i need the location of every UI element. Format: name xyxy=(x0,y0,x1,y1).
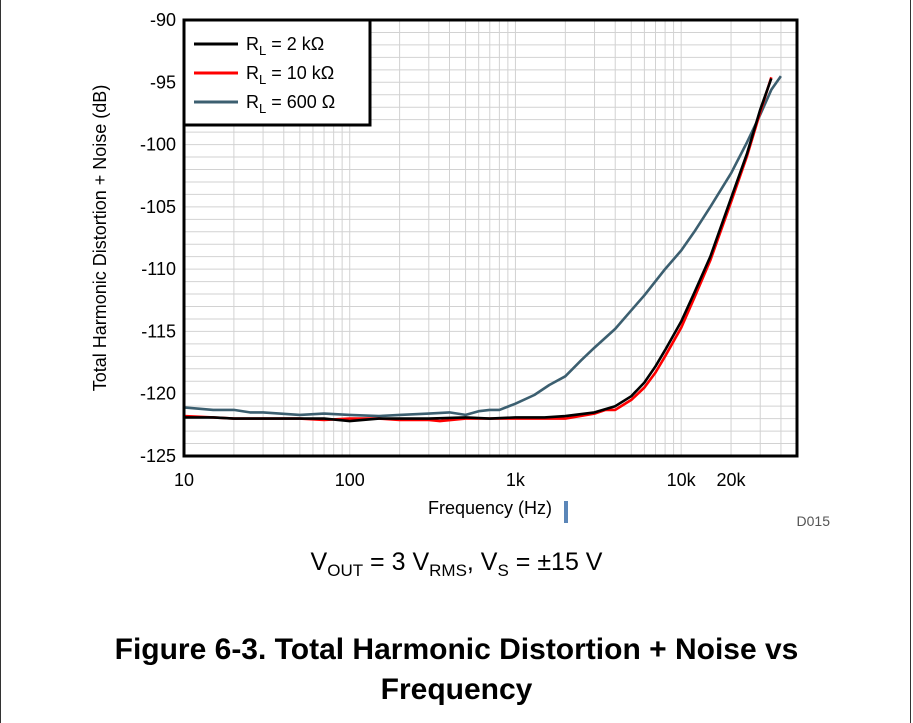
y-tick-label: -110 xyxy=(141,259,176,279)
caption-v: V xyxy=(310,548,328,576)
figure-title: Figure 6-3. Total Harmonic Distortion + … xyxy=(0,630,913,710)
legend-label-3: RL = 600 Ω xyxy=(246,92,335,116)
caption-eq1: = 3 V xyxy=(363,548,430,576)
x-tick-label: 10k xyxy=(667,470,697,490)
thd-chart: 10 100 1k 10k 20k -90 -95 -100 -105 -110 -115 -120 -… xyxy=(90,10,831,529)
x-axis-label: Frequency (Hz) xyxy=(428,498,552,518)
x-tick-label: 10 xyxy=(174,470,194,490)
x-tick-label: 1k xyxy=(506,470,526,490)
y-tick-label: -95 xyxy=(150,72,176,92)
x-tick-label: 100 xyxy=(335,470,365,490)
caption-out-sub: OUT xyxy=(327,561,364,580)
series-layer xyxy=(183,75,782,423)
conditions-caption: VOUT = 3 VRMS, VS = ±15 V xyxy=(0,548,913,581)
y-tick-label: -90 xyxy=(150,10,176,30)
grid-layer xyxy=(184,20,797,456)
figure-title-line2: Frequency xyxy=(380,673,533,706)
legend: RL = 2 kΩ RL = 10 kΩ RL = 600 Ω xyxy=(182,18,372,127)
y-tick-label: -105 xyxy=(140,197,176,217)
legend-label-1: RL = 2 kΩ xyxy=(246,34,324,58)
y-tick-label: -115 xyxy=(141,321,176,341)
tick-layer: 10 100 1k 10k 20k -90 -95 -100 -105 -110 -115 -120 -… xyxy=(140,10,747,490)
figure-id-label: D015 xyxy=(797,513,831,529)
series-line-3 xyxy=(183,75,782,418)
y-axis-label: Total Harmonic Distortion + Noise (dB) xyxy=(90,85,110,392)
figure-title-line1: Figure 6-3. Total Harmonic Distortion + … xyxy=(114,633,799,666)
caption-s-sub: S xyxy=(497,561,509,580)
series-line-1 xyxy=(184,78,773,423)
caption-eq2: = ±15 V xyxy=(508,548,603,576)
legend-label-2: RL = 10 kΩ xyxy=(246,63,334,87)
caption-comma: , V xyxy=(466,548,498,576)
y-tick-label: -100 xyxy=(140,135,176,155)
x-tick-label: 20k xyxy=(717,470,747,490)
y-tick-label: -125 xyxy=(140,446,176,466)
plot-frame xyxy=(182,18,799,458)
text-cursor xyxy=(564,501,568,523)
y-tick-label: -120 xyxy=(140,384,176,404)
caption-rms-sub: RMS xyxy=(429,561,467,580)
